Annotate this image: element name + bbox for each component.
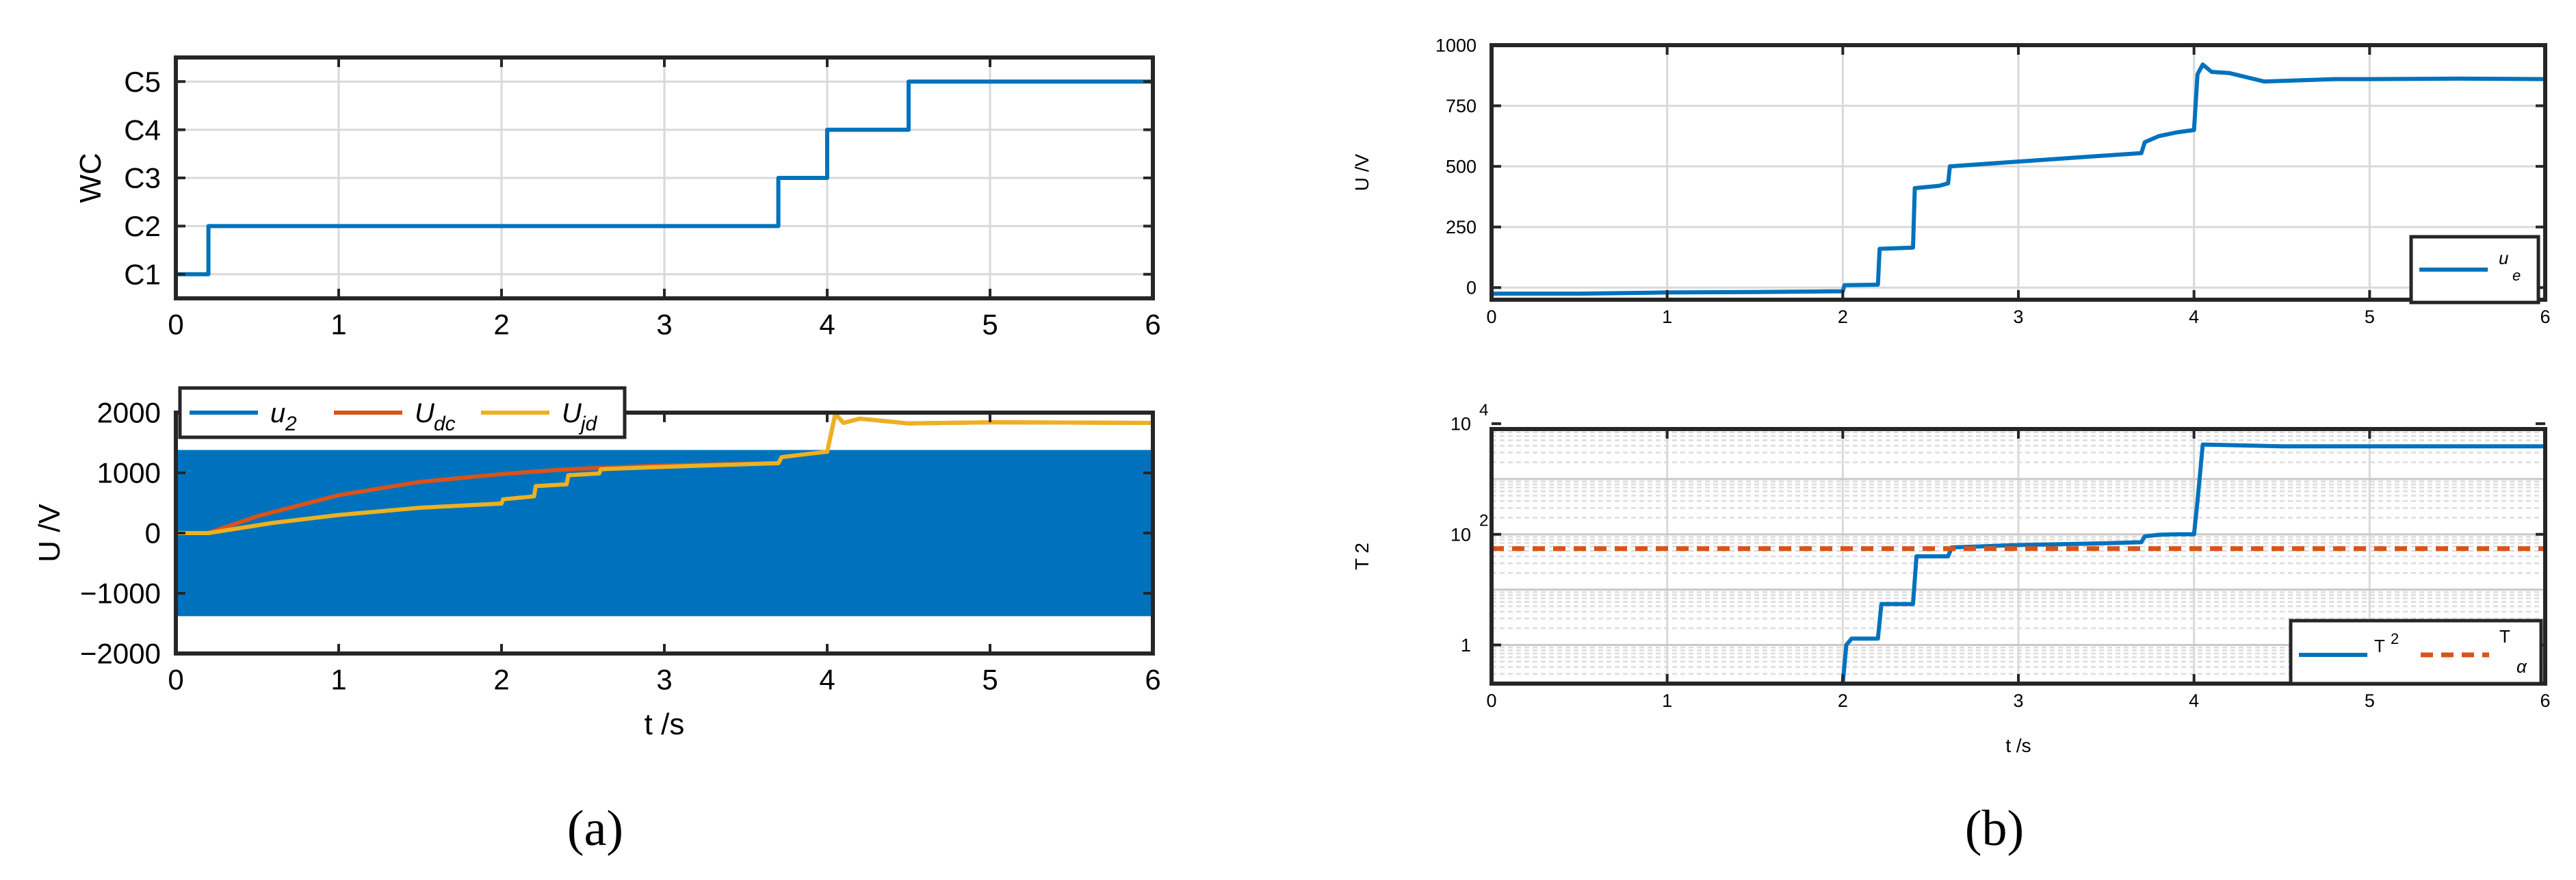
y-tick-label: C4 — [124, 114, 161, 146]
x-tick-label: 0 — [1486, 307, 1496, 327]
x-axis-label: t /s — [645, 708, 685, 741]
y-tick-label-exponent: 4 — [1479, 401, 1489, 419]
legend-entry-subscript: dc — [434, 413, 456, 435]
x-tick-label: 4 — [819, 664, 835, 696]
legend-box — [2289, 619, 2543, 686]
series-line-ujd — [176, 413, 1153, 535]
grid — [1490, 44, 2547, 300]
x-tick-label: 2 — [493, 664, 509, 696]
y-tick-label: C2 — [124, 210, 161, 242]
chart-b1: 0 1 2 3 4 5 6 0 250 500 750 1000 U /V ue — [1351, 35, 2551, 326]
chart-a1: 0 1 2 3 4 5 6 C1 C2 C3 C4 C5 WC — [74, 55, 1161, 341]
x-tick-label: 3 — [656, 664, 672, 696]
x-tick-label: 6 — [1145, 309, 1160, 341]
y-tick-label: 750 — [1446, 96, 1476, 116]
legend-entry-subscript: e — [2512, 267, 2521, 284]
y-axis-label: WC — [74, 153, 107, 203]
y-tick-label: 10 — [1450, 414, 1471, 435]
y-tick-label: 500 — [1446, 157, 1476, 177]
x-tick-label: 1 — [1662, 690, 1672, 711]
x-tick-label: 1 — [1662, 307, 1672, 327]
legend-entry: u — [2499, 248, 2508, 268]
x-tick-label: 6 — [1145, 664, 1160, 696]
legend-entry-subscript: 2 — [285, 413, 297, 435]
x-tick-label: 6 — [2540, 690, 2550, 711]
x-axis-label: t /s — [2005, 735, 2031, 756]
x-tick-label: 3 — [2013, 690, 2023, 711]
x-tick-label: 2 — [1838, 307, 1848, 327]
y-tick-label: 0 — [1466, 278, 1476, 298]
y-tick-label: 1000 — [1435, 35, 1476, 55]
y-tick-label: 250 — [1446, 217, 1476, 237]
y-axis-label: U /V — [33, 504, 66, 562]
y-axis-label: T 2 — [1351, 543, 1372, 570]
x-tick-label: 5 — [2365, 690, 2375, 711]
y-tick-label: 10 — [1450, 524, 1471, 545]
x-tick-label: 3 — [2013, 307, 2023, 327]
legend-entry-superscript: 2 — [2391, 630, 2399, 647]
y-tick-label: 2000 — [97, 397, 161, 429]
panel-label-a: (a) — [567, 801, 623, 857]
legend-entry: u — [270, 398, 285, 428]
y-tick-label: 1000 — [97, 457, 161, 489]
x-tick-label: 3 — [656, 309, 672, 341]
series-line-wc — [176, 79, 1153, 276]
x-tick-label: 5 — [2365, 307, 2375, 327]
grid — [174, 57, 1154, 298]
legend-entry: U — [415, 398, 435, 428]
y-tick-label: 1 — [1461, 635, 1471, 656]
x-tick-label: 6 — [2540, 307, 2550, 327]
x-tick-label: 1 — [330, 664, 346, 696]
x-tick-label: 4 — [819, 309, 835, 341]
y-tick-label-exponent: 2 — [1479, 512, 1489, 530]
x-tick-label: 0 — [1486, 690, 1496, 711]
y-axis-label: U /V — [1351, 153, 1372, 191]
x-tick-label: 0 — [168, 664, 183, 696]
series-line-t2 — [1840, 442, 2545, 684]
legend-entry: T — [2499, 626, 2510, 647]
x-tick-label: 2 — [493, 309, 509, 341]
y-tick-label: 0 — [145, 517, 161, 549]
x-tick-label: 2 — [1838, 690, 1848, 711]
y-tick-label: −1000 — [80, 578, 161, 610]
series-u2-band — [176, 450, 1153, 617]
x-tick-label: 1 — [330, 309, 346, 341]
y-tick-label: C1 — [124, 259, 161, 291]
x-tick-label: 5 — [982, 309, 998, 341]
legend-entry-subscript: α — [2516, 656, 2527, 677]
x-tick-label: 5 — [982, 664, 998, 696]
y-tick-label: C5 — [124, 66, 161, 98]
x-tick-label: 4 — [2189, 307, 2199, 327]
x-tick-label: 0 — [168, 309, 183, 341]
x-tick-label: 4 — [2189, 690, 2199, 711]
y-tick-label: −2000 — [80, 638, 161, 670]
y-tick-label: C3 — [124, 162, 161, 194]
legend-entry-subscript: jd — [578, 413, 598, 435]
legend-entry: T — [2374, 636, 2385, 656]
legend-entry: U — [562, 398, 582, 428]
panel-label-b: (b) — [1965, 801, 2024, 857]
series-line-ue — [1492, 62, 2545, 296]
